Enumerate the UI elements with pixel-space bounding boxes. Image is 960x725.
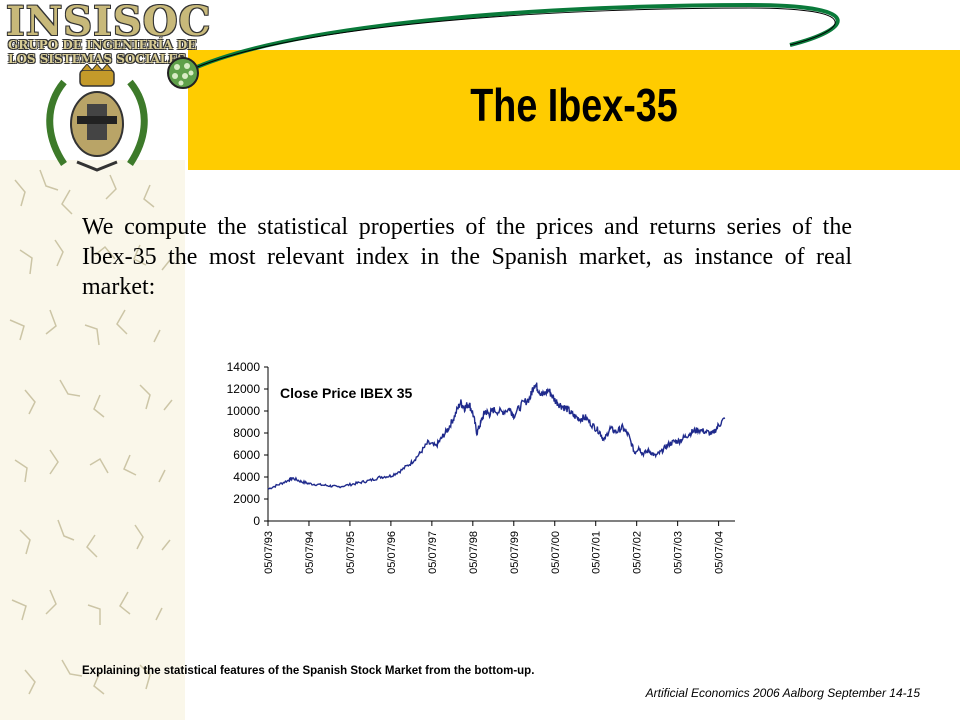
decorative-side-panel: [0, 160, 185, 720]
molecule-pattern-background: [9, 169, 173, 695]
crest-emblem-icon: [46, 64, 148, 172]
y-tick-label: 2000: [233, 492, 260, 506]
x-tick-label: 05/07/96: [386, 531, 398, 574]
slide-body-text: We compute the statistical properties of…: [82, 214, 852, 300]
title-band: [188, 50, 960, 170]
y-tick-label: 4000: [233, 470, 260, 484]
slide-title: The Ibex-35: [470, 79, 678, 131]
x-tick-label: 05/07/98: [468, 531, 480, 574]
x-tick-label: 05/07/93: [263, 531, 275, 574]
network-sphere-icon: [167, 57, 199, 89]
chart-title: Close Price IBEX 35: [280, 385, 413, 401]
y-tick-label: 0: [253, 514, 260, 528]
logo-line-1: GRUPO DE INGENIERÍA DE: [8, 38, 197, 52]
logo-name: INSISOC: [6, 0, 212, 45]
y-axis: 0 2000 4000 6000 8000 10000 12000 14000: [227, 360, 269, 528]
y-tick-label: 8000: [233, 426, 260, 440]
chart-background: [200, 350, 745, 590]
ibex-close-price-chart: 0 2000 4000 6000 8000 10000 12000 14000 05/07/9…: [200, 350, 745, 590]
y-tick-label: 10000: [227, 404, 261, 418]
x-tick-label: 05/07/99: [509, 531, 521, 574]
x-tick-label: 05/07/95: [345, 531, 357, 574]
x-tick-label: 05/07/03: [673, 531, 685, 574]
header-swoosh: [189, 2, 840, 72]
x-tick-label: 05/07/00: [550, 531, 562, 574]
series-line-close-price: [267, 382, 726, 490]
x-tick-label: 05/07/01: [591, 531, 603, 574]
logo-line-2: LOS SISTEMAS SOCIALES: [8, 52, 187, 66]
x-axis: 05/07/93 05/07/94 05/07/95 05/07/96 05/07/97…: [263, 520, 735, 574]
y-tick-label: 14000: [227, 360, 261, 374]
y-tick-label: 6000: [233, 448, 260, 462]
y-tick-label: 12000: [227, 382, 261, 396]
footer-conference: Artificial Economics 2006 Aalborg Septem…: [645, 686, 920, 700]
x-tick-label: 05/07/94: [304, 531, 316, 574]
x-tick-label: 05/07/97: [427, 531, 439, 574]
x-tick-label: 05/07/04: [714, 531, 726, 574]
x-tick-label: 05/07/02: [632, 531, 644, 574]
footer-note: Explaining the statistical features of t…: [82, 665, 535, 677]
